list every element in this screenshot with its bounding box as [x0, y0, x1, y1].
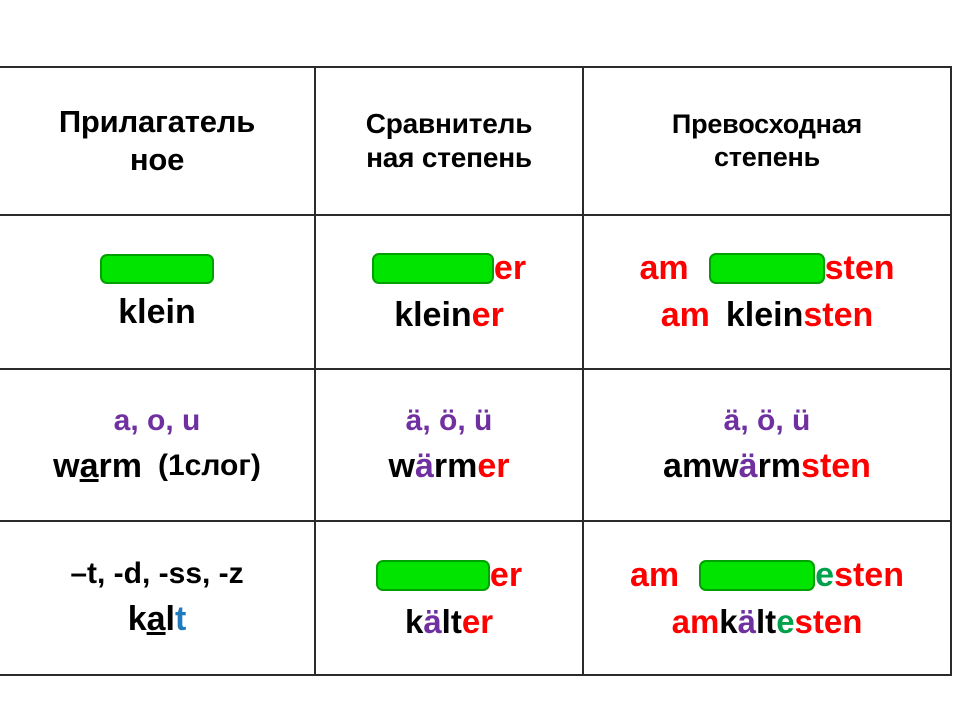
warm-superlative-answer: am w ä rm sten	[663, 448, 871, 485]
warm-comparative-answer: w ä rm er	[389, 448, 510, 485]
kalt-superlative-linker: e	[776, 602, 795, 640]
klein-superlative-answer: am klein sten	[661, 297, 874, 334]
table-row: klein er klein er am	[0, 214, 952, 370]
cell-kalt-comparative: er k ä lt er	[315, 520, 584, 676]
warm-positive-note: (1слог)	[158, 448, 261, 482]
klein-comparative-suffix: er	[471, 296, 504, 334]
kalt-comparative-answer: k ä lt er	[404, 602, 494, 640]
cell-klein-superlative: am sten am klein sten	[583, 214, 952, 370]
klein-superlative-pattern: am sten	[639, 250, 894, 287]
klein-comparative-answer: klein er	[394, 297, 504, 334]
warm-comparative-pre: w	[388, 446, 415, 485]
adjective-degrees-table: Прилагатель ное Сравнитель ная степень П…	[0, 66, 952, 676]
klein-superlative-stem: klein	[725, 296, 804, 334]
kalt-comparative-pattern: er	[375, 555, 523, 594]
kalt-positive-mid: l	[165, 599, 175, 638]
klein-superlative-prefix: am	[660, 296, 710, 334]
kalt-positive-end: t	[174, 599, 187, 638]
cell-klein-positive: klein	[0, 214, 316, 370]
header-comparative-line2: ная степень	[366, 142, 532, 173]
warm-comparative-post: rm	[433, 446, 478, 485]
table-row: a, o, u w a rm (1слог) ä, ö, ü w ä rm er ä, ö,…	[0, 368, 952, 522]
klein-superlative-pattern-prefix: am	[639, 249, 689, 288]
kalt-comparative-suffix: er	[461, 602, 494, 640]
kalt-comparative-pre: k	[404, 602, 424, 640]
header-cell-comparative: Сравнитель ная степень	[315, 66, 584, 216]
kalt-superlative-prefix: am	[671, 602, 720, 640]
blank-box-klein-positive[interactable]	[100, 253, 214, 284]
warm-superlative-umlaut: ä	[738, 446, 758, 485]
kalt-superlative-post: lt	[756, 602, 777, 640]
klein-superlative-pattern-suffix: sten	[824, 249, 895, 288]
warm-comparative-suffix: er	[477, 446, 510, 485]
warm-positive-answer: w a rm (1слог)	[53, 448, 261, 485]
klein-comparative-pattern: er	[371, 249, 527, 288]
kalt-superlative-answer: am k ä lt e sten	[671, 602, 863, 640]
cell-warm-superlative: ä, ö, ü am w ä rm sten	[583, 368, 952, 522]
kalt-positive-pre: k	[127, 599, 147, 638]
header-superlative-line2: степень	[713, 142, 821, 172]
kalt-superlative-pattern-linker: e	[815, 555, 835, 594]
kalt-comparative-pattern-suffix: er	[489, 555, 523, 594]
header-cell-superlative: Превосходная степень	[583, 66, 952, 216]
warm-comparative-rule: ä, ö, ü	[405, 404, 493, 438]
klein-comparative-stem: klein	[394, 296, 472, 334]
klein-comparative-pattern-suffix: er	[493, 249, 527, 288]
warm-comparative-umlaut: ä	[414, 446, 434, 485]
warm-superlative-pre: w	[712, 446, 739, 485]
klein-superlative-suffix: sten	[803, 296, 874, 334]
cell-kalt-superlative: am e sten am k ä lt e sten	[583, 520, 952, 676]
header-superlative-line1: Превосходная	[671, 109, 863, 140]
kalt-superlative-pattern-suffix: sten	[834, 555, 904, 594]
warm-superlative-post: rm	[757, 446, 802, 485]
warm-positive-rule: a, o, u	[113, 404, 201, 438]
cell-klein-comparative: er klein er	[315, 214, 584, 370]
header-adjective-line2: ное	[129, 142, 185, 177]
kalt-superlative-pattern: am e sten	[630, 557, 904, 594]
kalt-positive-vowel: a	[146, 599, 166, 638]
kalt-superlative-suffix: sten	[794, 602, 863, 640]
blank-box-klein-comparative[interactable]	[371, 253, 494, 285]
blank-box-kalt-superlative[interactable]	[699, 559, 816, 591]
blank-box-klein-superlative[interactable]	[708, 253, 825, 285]
warm-superlative-rule: ä, ö, ü	[723, 404, 811, 438]
kalt-superlative-pre: k	[719, 602, 738, 640]
klein-positive-stem: klein	[118, 292, 196, 331]
klein-positive-answer: klein	[118, 292, 196, 331]
warm-superlative-suffix: sten	[801, 446, 871, 485]
kalt-superlative-pattern-prefix: am	[630, 555, 680, 594]
warm-positive-vowel: a	[79, 446, 99, 485]
cell-warm-comparative: ä, ö, ü w ä rm er	[315, 368, 584, 522]
table-header-row: Прилагатель ное Сравнитель ная степень П…	[0, 66, 952, 216]
warm-positive-pre: w	[53, 446, 80, 485]
klein-positive-pattern	[100, 253, 214, 284]
header-adjective-line1: Прилагатель	[58, 104, 256, 140]
kalt-positive-rule: –t, -d, -ss, -z	[70, 557, 244, 591]
header-comparative-line1: Сравнитель	[365, 107, 533, 139]
header-cell-adjective: Прилагатель ное	[0, 66, 316, 216]
warm-superlative-prefix: am	[663, 446, 713, 485]
kalt-comparative-umlaut: ä	[423, 602, 442, 640]
kalt-comparative-post: lt	[441, 602, 462, 640]
warm-positive-post: rm	[98, 446, 142, 485]
kalt-superlative-umlaut: ä	[737, 602, 757, 640]
cell-warm-positive: a, o, u w a rm (1слог)	[0, 368, 316, 522]
blank-box-kalt-comparative[interactable]	[375, 559, 490, 591]
